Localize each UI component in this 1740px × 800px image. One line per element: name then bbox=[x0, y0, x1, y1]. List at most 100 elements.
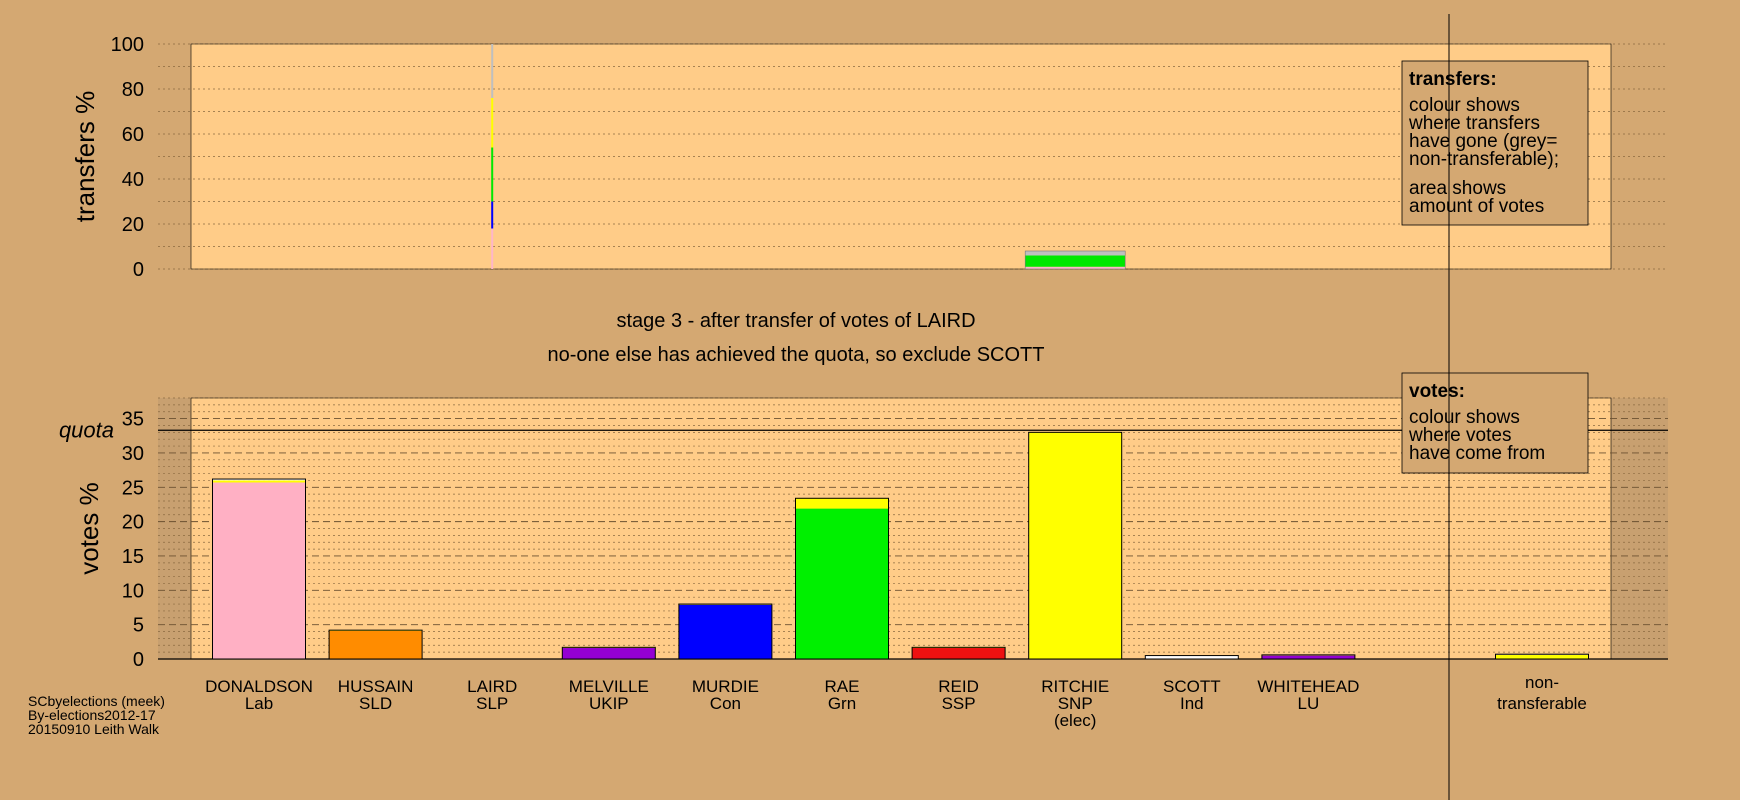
candidate-party-label: SLD bbox=[359, 694, 392, 713]
transfer-bar-segment bbox=[491, 201, 494, 229]
vote-bar-segment bbox=[1028, 432, 1122, 659]
vote-bar-donaldson bbox=[212, 478, 306, 660]
transfers-chart: 0 20 40 60 80 100 transfers % transfers: colour … bbox=[70, 34, 1668, 281]
transfers-y-axis-label: transfers % bbox=[70, 91, 100, 223]
candidate-party-label: LU bbox=[1298, 694, 1320, 713]
transfer-bar-laird bbox=[491, 44, 494, 269]
transfers-y-tick-label: 0 bbox=[133, 259, 144, 281]
candidate-name-label: LAIRD bbox=[467, 677, 517, 696]
vote-bar-segment bbox=[212, 482, 306, 659]
transfers-y-tick-label: 40 bbox=[122, 169, 144, 191]
vote-bar-hussain bbox=[328, 629, 423, 660]
vote-bar-segment bbox=[1495, 654, 1589, 659]
footer-line-1: SCbyelections (meek) bbox=[28, 693, 165, 709]
candidate-party-label: SSP bbox=[942, 694, 976, 713]
candidate-party-label: SLP bbox=[476, 694, 508, 713]
vote-bar-outline bbox=[1028, 431, 1123, 660]
vote-bar-outline bbox=[795, 497, 889, 660]
votes-y-tick-label: 25 bbox=[122, 477, 144, 499]
exclude-text: no-one else has achieved the quota, so e… bbox=[548, 344, 1045, 366]
vote-bar-rae bbox=[795, 497, 889, 660]
vote-bar-outline bbox=[1144, 655, 1239, 660]
vote-bar-outline bbox=[328, 629, 423, 660]
candidate-party-label: UKIP bbox=[589, 694, 629, 713]
candidate-name-label: REID bbox=[938, 677, 979, 696]
transfers-legend-line: where transfers bbox=[1408, 113, 1540, 134]
votes-y-tick-label: 35 bbox=[122, 409, 144, 431]
vote-bar-segment bbox=[212, 480, 306, 483]
transfers-legend-box bbox=[1401, 60, 1589, 226]
vote-bar-scott bbox=[1144, 655, 1239, 660]
votes-y-tick-label: 30 bbox=[122, 443, 144, 465]
candidate-name-label: HUSSAIN bbox=[338, 677, 414, 696]
footer-line-2: By-elections2012-17 bbox=[28, 707, 156, 723]
transfer-bar-outline bbox=[1024, 250, 1126, 270]
vote-bar-segment bbox=[329, 630, 423, 659]
candidate-name-label: MURDIE bbox=[692, 677, 759, 696]
transfers-legend-line: colour shows bbox=[1409, 95, 1520, 116]
transfers-legend-line: have gone (grey= bbox=[1409, 131, 1557, 152]
candidate-name-label: WHITEHEAD bbox=[1257, 677, 1359, 696]
candidate-party-label: SNP bbox=[1058, 694, 1093, 713]
votes-y-tick-label: 10 bbox=[122, 580, 144, 602]
vote-bar-outline bbox=[1495, 653, 1589, 660]
votes-y-tick-label: 5 bbox=[133, 615, 144, 637]
candidate-party-label: Lab bbox=[245, 694, 273, 713]
transfer-bar-segment bbox=[491, 44, 494, 98]
transfers-legend-line: non-transferable); bbox=[1409, 149, 1559, 170]
candidate-name-label: MELVILLE bbox=[569, 677, 649, 696]
vote-bar-melville bbox=[561, 646, 656, 660]
transfers-legend-line: amount of votes bbox=[1409, 196, 1544, 217]
stage-text: stage 3 - after transfer of votes of LAI… bbox=[616, 310, 975, 332]
candidate-party-label: Con bbox=[710, 694, 741, 713]
transfer-bar-segment bbox=[491, 228, 494, 269]
transfers-legend-title: transfers: bbox=[1409, 69, 1497, 90]
transfers-y-tick-label: 20 bbox=[122, 214, 144, 236]
vote-bar-outline bbox=[911, 646, 1006, 660]
transfer-bar-segment bbox=[1025, 255, 1126, 267]
nontransferable-label-1: non- bbox=[1525, 673, 1559, 692]
votes-legend-box bbox=[1401, 372, 1589, 474]
vote-bar-outline bbox=[678, 603, 773, 660]
vote-bar-segment bbox=[562, 648, 656, 659]
candidate-name-label: RITCHIE bbox=[1041, 677, 1109, 696]
transfer-bar-ritchie bbox=[1024, 250, 1126, 270]
vote-bar-segment bbox=[1145, 655, 1239, 659]
vote-bar-segment bbox=[1261, 655, 1355, 659]
candidate-note-label: (elec) bbox=[1054, 711, 1097, 730]
votes-y-axis-label: votes % bbox=[74, 482, 104, 575]
votes-y-tick-label: 15 bbox=[122, 546, 144, 568]
candidate-name-label: RAE bbox=[825, 677, 860, 696]
vote-bar-segment bbox=[212, 479, 306, 481]
vote-bar-segment bbox=[912, 648, 1006, 659]
votes-y-tick-label: 20 bbox=[122, 512, 144, 534]
transfer-bar-segment bbox=[491, 98, 494, 148]
votes-y-tick-label: 0 bbox=[133, 649, 144, 671]
votes-legend-line: where votes bbox=[1408, 425, 1511, 446]
vote-bar-reid bbox=[911, 646, 1006, 660]
vote-bar-segment bbox=[678, 604, 772, 659]
candidate-party-label: Grn bbox=[828, 694, 856, 713]
vote-bar-outline bbox=[212, 478, 306, 660]
transfer-bar-segment bbox=[1025, 251, 1126, 256]
vote-bar-segment bbox=[795, 508, 889, 659]
vote-bar-murdie bbox=[678, 603, 773, 660]
votes-legend-line: have come from bbox=[1409, 443, 1545, 464]
vote-bar-segment bbox=[795, 498, 889, 509]
candidate-party-label: Ind bbox=[1180, 694, 1204, 713]
transfers-legend-line: area shows bbox=[1409, 178, 1506, 199]
transfers-y-tick-label: 60 bbox=[122, 124, 144, 146]
quota-label: quota bbox=[59, 417, 114, 442]
vote-bar-ritchie bbox=[1028, 431, 1123, 660]
vote-bar-whitehead bbox=[1261, 654, 1356, 660]
candidate-name-label: SCOTT bbox=[1163, 677, 1221, 696]
vote-bar-outline bbox=[1261, 654, 1356, 660]
transfer-bar-segment bbox=[1025, 266, 1126, 269]
votes-legend-title: votes: bbox=[1409, 381, 1465, 402]
votes-legend-line: colour shows bbox=[1409, 407, 1520, 428]
candidate-name-label: DONALDSON bbox=[205, 677, 313, 696]
transfers-y-tick-label: 100 bbox=[111, 34, 144, 56]
nontransferable-label-2: transferable bbox=[1497, 694, 1587, 713]
